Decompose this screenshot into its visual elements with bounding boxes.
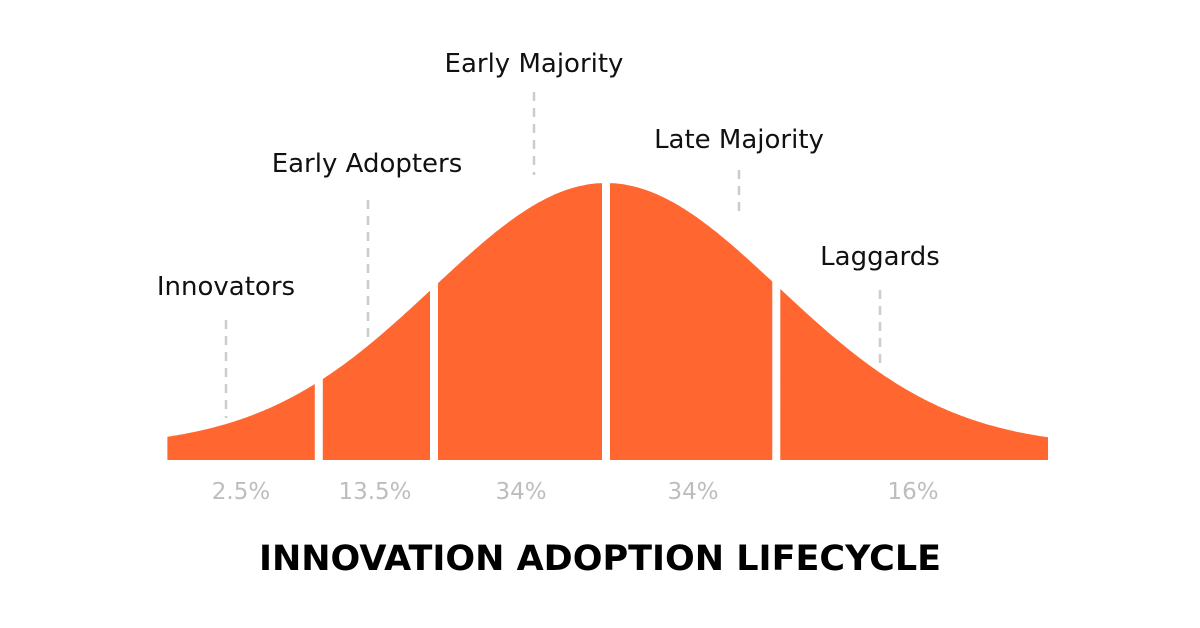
label-early-majority: Early Majority xyxy=(445,49,624,79)
percent-late-majority: 34% xyxy=(667,479,718,505)
segment-innovators xyxy=(167,384,315,460)
percent-early-adopters: 13.5% xyxy=(338,479,411,505)
percent-innovators: 2.5% xyxy=(212,479,270,505)
segment-early-adopters xyxy=(322,290,430,460)
segment-late-majority xyxy=(610,183,773,460)
label-late-majority: Late Majority xyxy=(654,125,824,155)
diagram-title: INNOVATION ADOPTION LIFECYCLE xyxy=(259,539,941,579)
percent-laggards: 16% xyxy=(887,479,938,505)
segment-early-majority xyxy=(438,183,602,460)
label-laggards: Laggards xyxy=(820,242,940,272)
label-innovators: Innovators xyxy=(157,272,295,302)
label-early-adopters: Early Adopters xyxy=(272,149,463,179)
percent-early-majority: 34% xyxy=(495,479,546,505)
segment-laggards xyxy=(780,289,1049,460)
